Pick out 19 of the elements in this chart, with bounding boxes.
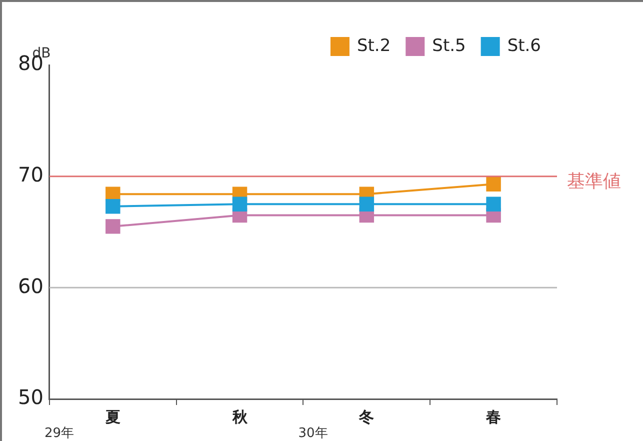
- x-tick-label: 冬: [358, 408, 374, 426]
- point: [486, 196, 501, 212]
- text: 29年: [44, 426, 74, 441]
- x-tick-label: 秋: [231, 408, 248, 426]
- y-tick-label: 70: [18, 162, 44, 187]
- y-tick-label: 50: [18, 385, 44, 410]
- ref-line-label: 基準値: [567, 171, 621, 192]
- x-tick-label: 春: [485, 408, 502, 426]
- text: 30年: [298, 426, 328, 441]
- point: [106, 199, 120, 214]
- legend-label: St.2: [356, 36, 391, 56]
- y-tick-label: 60: [18, 274, 44, 298]
- point: [232, 196, 248, 212]
- point: [359, 196, 374, 212]
- point: [486, 176, 501, 192]
- legend-label: St.5: [432, 36, 466, 56]
- x-tick-label: 夏: [104, 408, 120, 426]
- legend-label: St.6: [507, 36, 542, 56]
- point: [106, 219, 120, 234]
